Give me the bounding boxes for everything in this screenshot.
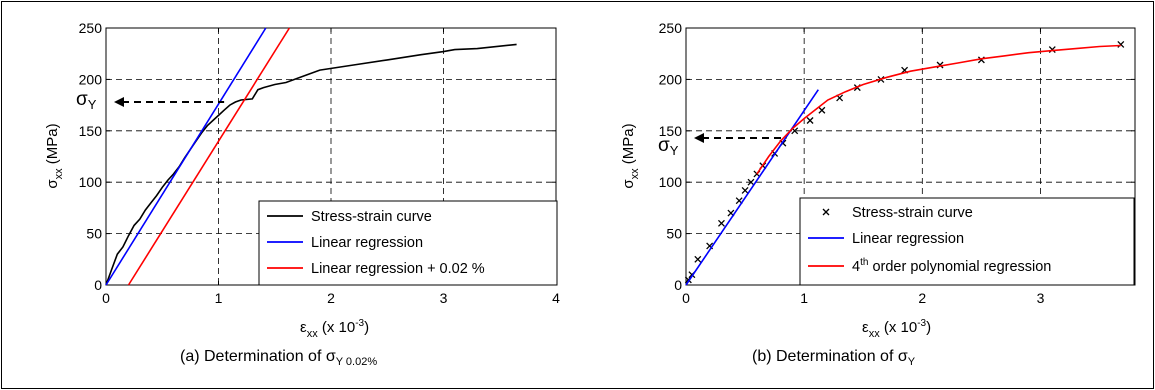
x-tick-label: 2 [327, 290, 335, 306]
series-line-1 [105, 27, 267, 286]
series-line-2 [756, 44, 1121, 175]
y-tick-label: 0 [674, 277, 682, 293]
arrow-head [114, 97, 124, 108]
y-tick-label: 200 [659, 71, 683, 87]
legend-label: Stress-strain curve [852, 205, 973, 221]
legend-a: Stress-strain curve Linear regression Line… [258, 200, 558, 286]
caption-b: (b) Determination of σY [752, 348, 916, 368]
series-line-1 [685, 89, 819, 286]
data-point [1117, 40, 1125, 48]
data-point [806, 117, 814, 124]
y-tick-label: 250 [659, 20, 683, 36]
x-tick-label: 1 [215, 290, 223, 306]
y-tick-label: 250 [79, 20, 103, 36]
x-axis-label: εxx (x 10-3) [300, 318, 369, 340]
series-line-2 [127, 27, 291, 286]
y-tick-label: 50 [86, 226, 102, 242]
data-point [717, 219, 725, 227]
y-tick-label: 150 [79, 123, 103, 139]
y-tick-label: 100 [79, 174, 103, 190]
y-tick-label: 0 [94, 277, 102, 293]
y-tick-label: 200 [79, 71, 103, 87]
x-tick-label: 0 [682, 290, 690, 306]
legend-swatch [822, 208, 830, 216]
caption-a: (a) Determination of σY 0.02% [180, 348, 377, 368]
legend-box [258, 200, 558, 286]
sigma-y-label: σY [76, 89, 97, 112]
legend-label: 4th order polynomial regression [852, 257, 1051, 275]
chart-a: 0 1 2 3 4 0 50 100 150 200 250 Stress-strain curve L… [44, 20, 560, 368]
data-point [694, 255, 702, 263]
legend-b: Stress-strain curve Linear regression 4th … [799, 197, 1135, 286]
x-tick-label: 3 [1037, 290, 1045, 306]
legend-label: Stress-strain curve [311, 209, 432, 225]
data-point [1048, 46, 1056, 54]
data-point [741, 186, 749, 194]
legend-box [799, 197, 1135, 286]
data-point [818, 106, 826, 114]
x-tick-label: 1 [800, 290, 808, 306]
series-line-0 [105, 43, 517, 286]
y-tick-label: 50 [666, 226, 682, 242]
sigma-y-label: σY [658, 135, 679, 158]
sigma-y-arrow [694, 132, 787, 143]
x-axis-label: εxx (x 10-3) [862, 318, 931, 340]
y-axis-label: σxx (MPa) [620, 123, 641, 188]
y-tick-label: 100 [659, 174, 683, 190]
x-tick-label: 0 [102, 290, 110, 306]
legend-label: Linear regression + 0.02 % [311, 261, 485, 277]
x-tick-label: 2 [918, 290, 926, 306]
y-tick-label: 150 [659, 123, 683, 139]
arrow-head [694, 132, 704, 143]
legend-label: Linear regression [852, 231, 964, 247]
x-tick-label: 4 [552, 290, 560, 306]
sigma-y-arrow [114, 97, 225, 108]
x-tick-label: 3 [440, 290, 448, 306]
legend-label: Linear regression [311, 235, 423, 251]
data-point [747, 178, 755, 186]
chart-b: 0 1 2 3 0 50 100 150 200 250 Stress-strain curve Li… [620, 20, 1136, 368]
y-axis-label: σxx (MPa) [44, 123, 65, 188]
